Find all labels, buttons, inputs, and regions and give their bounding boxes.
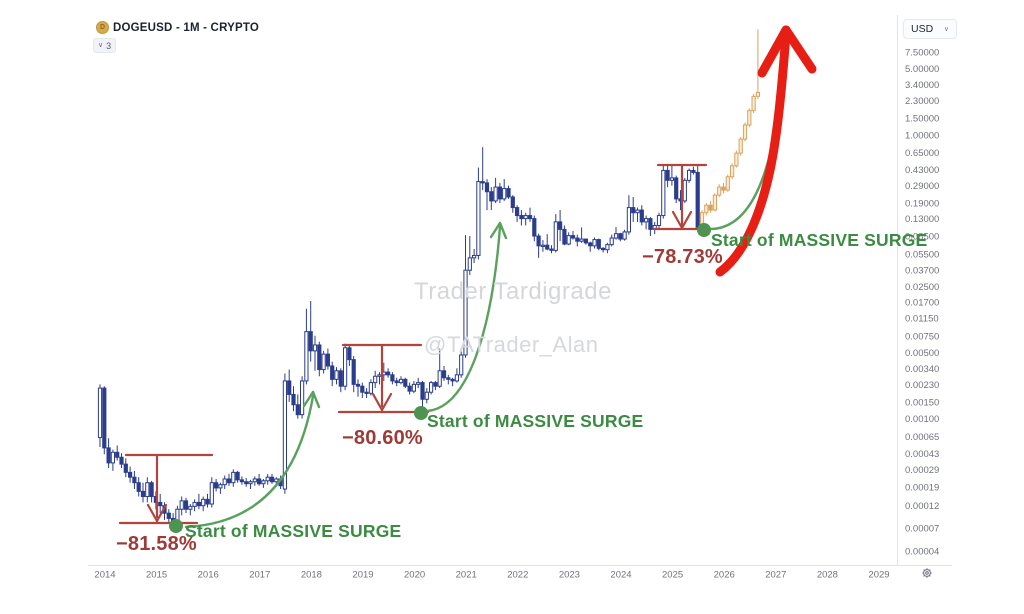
- currency-selector-button[interactable]: USD ∨: [903, 19, 957, 39]
- svg-text:0.29000: 0.29000: [905, 181, 939, 192]
- chevron-down-icon: ∨: [943, 26, 949, 33]
- measurement-drawings[interactable]: [118, 163, 708, 525]
- svg-text:0.02500: 0.02500: [905, 282, 939, 293]
- svg-text:2020: 2020: [404, 570, 425, 581]
- svg-text:2019: 2019: [352, 570, 373, 581]
- watermark-brand: Trader Tardigrade: [414, 278, 612, 305]
- time-axis-settings-gear-icon[interactable]: [919, 565, 935, 581]
- svg-text:0.00007: 0.00007: [905, 523, 939, 534]
- svg-text:5.00000: 5.00000: [905, 64, 939, 75]
- svg-text:0.19000: 0.19000: [905, 199, 939, 210]
- svg-text:2023: 2023: [559, 570, 580, 581]
- surge-label-2[interactable]: Start of MASSIVE SURGE: [427, 411, 644, 431]
- chevron-down-icon: ∨: [98, 42, 104, 49]
- drop-percent-1[interactable]: −81.58%: [116, 533, 197, 555]
- candles-layer: [97, 147, 700, 528]
- price-axis[interactable]: 7.50000 5.00000 3.40000 2.30000 1.50000 1.000…: [905, 48, 939, 558]
- svg-text:0.00230: 0.00230: [905, 380, 939, 391]
- svg-text:0.08500: 0.08500: [905, 232, 939, 243]
- axis-lines: [88, 15, 952, 566]
- svg-text:0.00012: 0.00012: [905, 501, 939, 512]
- svg-text:2024: 2024: [610, 570, 631, 581]
- svg-text:3.40000: 3.40000: [905, 80, 939, 91]
- watermark-handle: @TATrader_Alan: [424, 332, 599, 357]
- svg-text:0.00750: 0.00750: [905, 331, 939, 342]
- svg-text:0.00100: 0.00100: [905, 414, 939, 425]
- surge-label-3[interactable]: Start of MASSIVE SURGE: [711, 230, 928, 250]
- currency-label: USD: [911, 23, 934, 35]
- projection-candles-layer: [699, 29, 760, 230]
- indicators-collapse-chip[interactable]: ∨ 3: [93, 38, 117, 53]
- svg-text:0.00019: 0.00019: [905, 482, 939, 493]
- svg-text:0.01150: 0.01150: [905, 314, 939, 325]
- svg-text:2.30000: 2.30000: [905, 96, 939, 107]
- svg-text:2025: 2025: [662, 570, 683, 581]
- svg-text:2026: 2026: [714, 570, 735, 581]
- surge-arcs[interactable]: [169, 46, 788, 533]
- drop-percent-3[interactable]: −78.73%: [642, 246, 723, 268]
- svg-text:2027: 2027: [765, 570, 786, 581]
- svg-text:0.00029: 0.00029: [905, 465, 939, 476]
- svg-text:0.00500: 0.00500: [905, 348, 939, 359]
- svg-text:0.03700: 0.03700: [905, 266, 939, 277]
- svg-text:0.43000: 0.43000: [905, 165, 939, 176]
- svg-text:0.65000: 0.65000: [905, 148, 939, 159]
- svg-text:0.05500: 0.05500: [905, 249, 939, 260]
- svg-text:2029: 2029: [868, 570, 889, 581]
- svg-text:7.50000: 7.50000: [905, 48, 939, 59]
- gear-icon: [922, 568, 932, 578]
- svg-text:0.01700: 0.01700: [905, 298, 939, 309]
- svg-text:0.13000: 0.13000: [905, 214, 939, 225]
- time-axis[interactable]: 2014 2015 2016 2017 2018 2019 2020 2021 2022 2023…: [94, 570, 889, 581]
- surge-label-1[interactable]: Start of MASSIVE SURGE: [185, 521, 402, 541]
- svg-text:0.00065: 0.00065: [905, 432, 939, 443]
- svg-text:0.00004: 0.00004: [905, 546, 939, 557]
- svg-text:2017: 2017: [249, 570, 270, 581]
- svg-text:2028: 2028: [817, 570, 838, 581]
- svg-text:0.00340: 0.00340: [905, 364, 939, 375]
- svg-text:2022: 2022: [507, 570, 528, 581]
- svg-text:1.00000: 1.00000: [905, 130, 939, 141]
- svg-text:0.00043: 0.00043: [905, 449, 939, 460]
- indicators-count: 3: [106, 40, 112, 51]
- svg-text:1.50000: 1.50000: [905, 114, 939, 125]
- svg-text:2016: 2016: [198, 570, 219, 581]
- symbol-legend[interactable]: D DOGEUSD - 1M - CRYPTO: [96, 21, 259, 34]
- svg-text:2015: 2015: [146, 570, 167, 581]
- svg-text:2014: 2014: [94, 570, 115, 581]
- doge-coin-icon: D: [96, 21, 109, 34]
- svg-text:0.00150: 0.00150: [905, 397, 939, 408]
- big-red-arrow[interactable]: [715, 25, 817, 277]
- svg-text:2021: 2021: [456, 570, 477, 581]
- drop-percent-2[interactable]: −80.60%: [342, 427, 423, 449]
- symbol-title[interactable]: DOGEUSD - 1M - CRYPTO: [113, 21, 260, 34]
- svg-text:2018: 2018: [301, 570, 322, 581]
